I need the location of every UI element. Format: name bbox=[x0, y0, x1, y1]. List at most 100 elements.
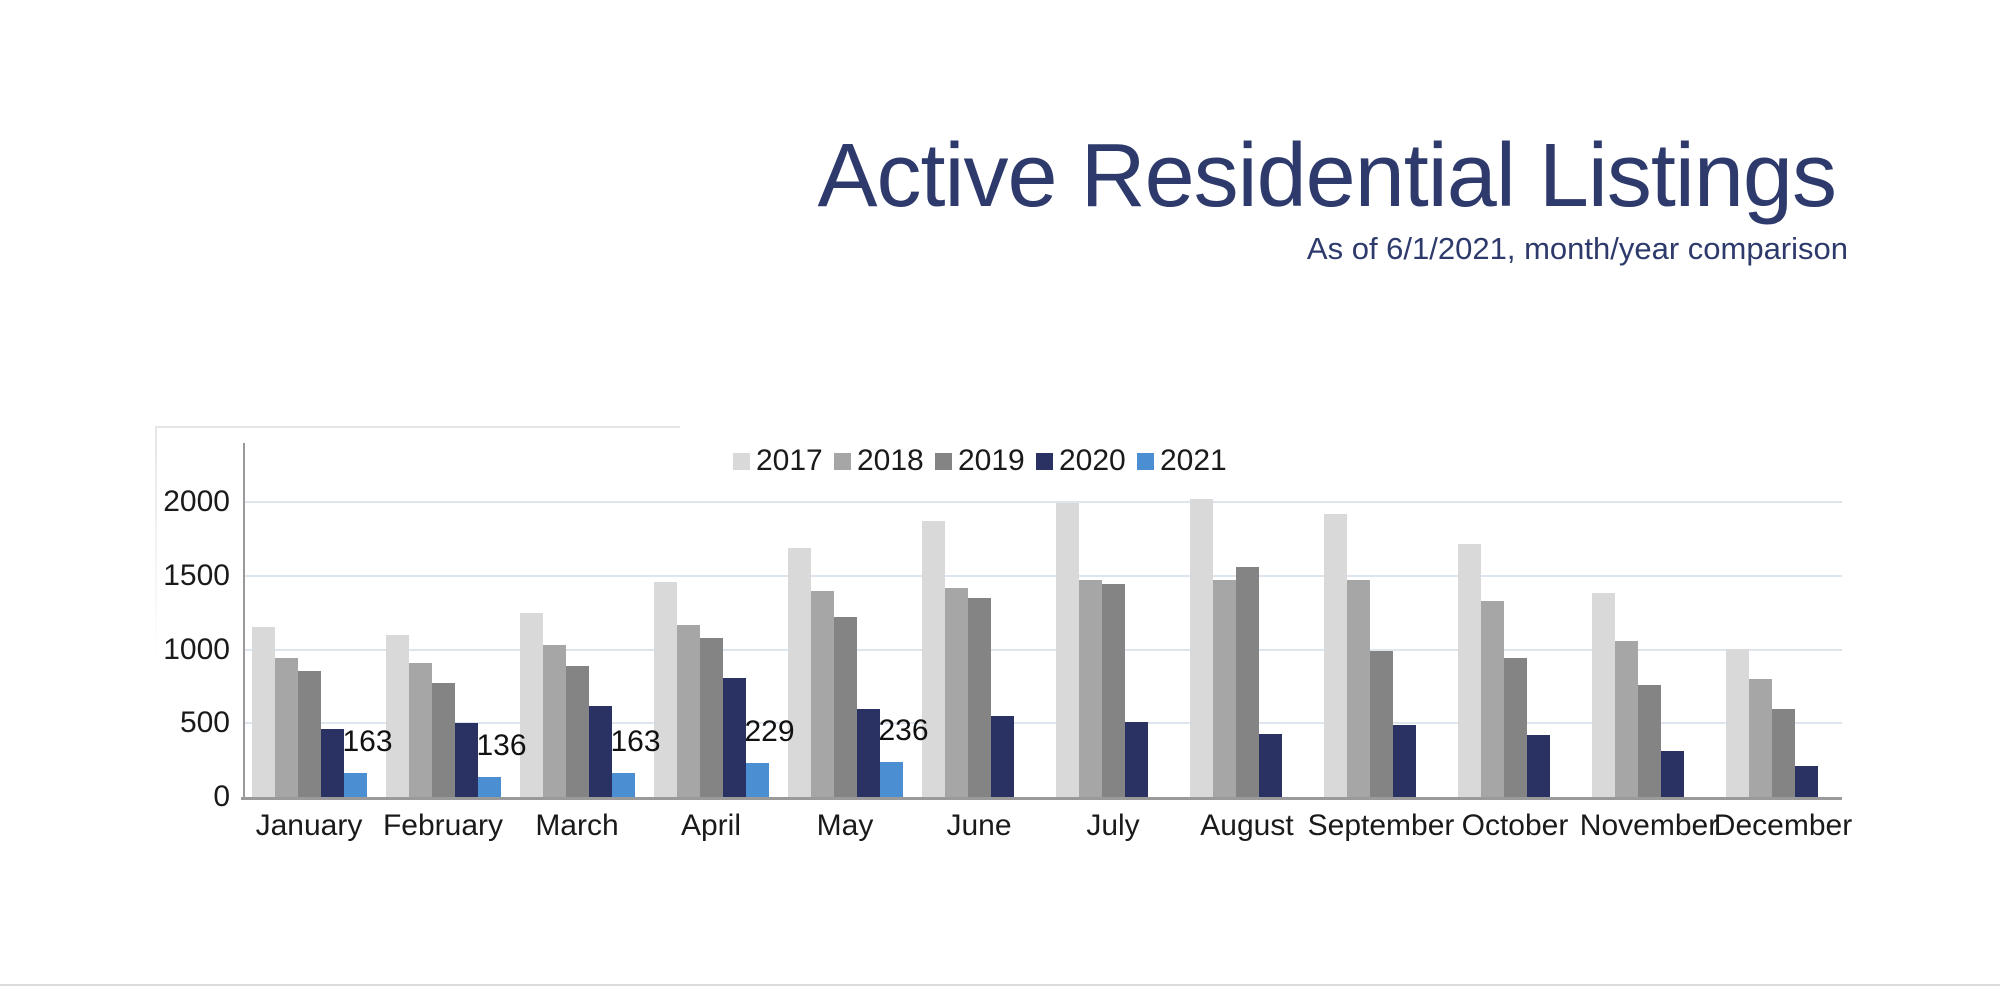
x-axis-line bbox=[241, 797, 1842, 800]
bar-2019-december bbox=[1771, 709, 1795, 797]
gridline-1000 bbox=[245, 648, 1842, 651]
bar-2017-february bbox=[385, 634, 409, 797]
bar-2018-april bbox=[676, 625, 700, 797]
month-label-july: July bbox=[1086, 809, 1140, 842]
bar-2020-july bbox=[1124, 721, 1148, 797]
bar-2020-april bbox=[722, 678, 746, 797]
bar-2018-february bbox=[408, 662, 432, 797]
bar-2019-january bbox=[297, 670, 321, 797]
bar-2017-january bbox=[251, 627, 275, 797]
gridline-1500 bbox=[245, 574, 1842, 577]
month-label-february: February bbox=[382, 809, 504, 842]
legend-label-2020: 2020 bbox=[1059, 444, 1126, 477]
bar-2018-january bbox=[274, 658, 298, 797]
y-tick-label-1000: 1000 bbox=[163, 632, 230, 666]
bar-2021-february bbox=[477, 776, 501, 797]
bar-2017-march bbox=[519, 612, 543, 797]
bar-2019-june bbox=[967, 597, 991, 797]
chart-object-border-left bbox=[155, 426, 157, 661]
bar-2017-august bbox=[1189, 499, 1213, 797]
legend-label-2017: 2017 bbox=[756, 444, 823, 477]
legend-item-2017: 2017 bbox=[733, 444, 823, 478]
y-axis-line bbox=[243, 443, 245, 797]
legend-item-2021: 2021 bbox=[1137, 444, 1227, 478]
bar-2019-april bbox=[699, 638, 723, 797]
legend-label-2021: 2021 bbox=[1160, 444, 1227, 477]
bar-2017-april bbox=[653, 581, 677, 797]
bar-2018-november bbox=[1614, 641, 1638, 797]
legend-item-2019: 2019 bbox=[935, 444, 1025, 478]
bar-2017-september bbox=[1323, 513, 1347, 797]
legend-item-2020: 2020 bbox=[1036, 444, 1126, 478]
bar-2019-july bbox=[1101, 583, 1125, 797]
legend-label-2019: 2019 bbox=[958, 444, 1025, 477]
bar-2020-february bbox=[454, 722, 478, 797]
bar-2017-june bbox=[921, 521, 945, 797]
bar-2019-may bbox=[833, 617, 857, 797]
chart-title: Active Residential Listings bbox=[817, 126, 1837, 226]
bar-2018-july bbox=[1078, 580, 1102, 797]
bar-2019-october bbox=[1503, 658, 1527, 797]
month-label-august: August bbox=[1200, 809, 1294, 842]
bar-2020-june bbox=[990, 715, 1014, 797]
chart-object-border-top bbox=[155, 426, 680, 428]
legend-label-2018: 2018 bbox=[857, 444, 924, 477]
bar-2017-december bbox=[1725, 648, 1749, 797]
bar-2020-may bbox=[856, 709, 880, 797]
data-label-2021-january: 163 bbox=[342, 724, 393, 758]
data-label-2021-march: 163 bbox=[610, 724, 661, 758]
legend-swatch-2021 bbox=[1137, 452, 1154, 470]
bar-2018-december bbox=[1748, 679, 1772, 797]
bar-2020-march bbox=[588, 705, 612, 797]
bar-2020-october bbox=[1526, 735, 1550, 797]
bar-2017-may bbox=[787, 547, 811, 797]
bar-2017-november bbox=[1591, 593, 1615, 797]
bar-2019-march bbox=[565, 665, 589, 797]
bar-2019-september bbox=[1369, 650, 1393, 797]
data-label-2021-february: 136 bbox=[476, 728, 527, 762]
month-label-june: June bbox=[946, 809, 1012, 842]
legend-swatch-2018 bbox=[834, 452, 851, 470]
bar-2018-march bbox=[542, 645, 566, 797]
bar-2020-november bbox=[1660, 751, 1684, 797]
chart-subtitle: As of 6/1/2021, month/year comparison bbox=[1306, 231, 1848, 266]
bar-2017-july bbox=[1055, 503, 1079, 797]
bar-2020-september bbox=[1392, 724, 1416, 797]
gridline-2000 bbox=[245, 501, 1842, 503]
bar-2018-august bbox=[1212, 580, 1236, 797]
month-label-december: December bbox=[1713, 809, 1853, 842]
y-tick-label-1500: 1500 bbox=[163, 558, 230, 592]
bar-2021-april bbox=[745, 763, 769, 797]
chart-plot-area: 0 500 1000 1500 2000 163 136 163 229 236 January… bbox=[163, 443, 1852, 842]
slide-bottom-rule bbox=[0, 984, 2000, 986]
bar-2019-november bbox=[1637, 684, 1661, 797]
y-tick-label-500: 500 bbox=[179, 706, 230, 740]
bar-2021-may bbox=[879, 762, 903, 797]
bar-2018-may bbox=[810, 590, 834, 797]
bar-2019-february bbox=[431, 682, 455, 797]
bar-2018-september bbox=[1346, 580, 1370, 797]
bar-2021-january bbox=[343, 772, 367, 797]
month-label-november: November bbox=[1579, 809, 1719, 842]
bar-2021-march bbox=[611, 772, 635, 797]
data-label-2021-april: 229 bbox=[744, 715, 795, 749]
y-tick-label-0: 0 bbox=[213, 780, 230, 813]
legend-swatch-2019 bbox=[935, 452, 952, 470]
month-label-september: September bbox=[1307, 809, 1455, 842]
month-label-october: October bbox=[1461, 809, 1569, 842]
y-tick-label-2000: 2000 bbox=[163, 485, 230, 518]
gridline-500 bbox=[245, 722, 1842, 725]
legend-swatch-2020 bbox=[1036, 452, 1053, 470]
month-label-january: January bbox=[255, 809, 363, 842]
legend-item-2018: 2018 bbox=[834, 444, 924, 478]
month-label-march: March bbox=[535, 809, 619, 842]
bar-2018-october bbox=[1480, 600, 1504, 797]
bar-2020-december bbox=[1794, 766, 1818, 797]
bar-2017-october bbox=[1457, 544, 1481, 797]
data-label-2021-may: 236 bbox=[878, 714, 929, 748]
bar-2018-june bbox=[944, 587, 968, 797]
month-label-april: April bbox=[680, 809, 741, 842]
bar-2019-august bbox=[1235, 566, 1259, 797]
month-label-may: May bbox=[816, 809, 874, 842]
